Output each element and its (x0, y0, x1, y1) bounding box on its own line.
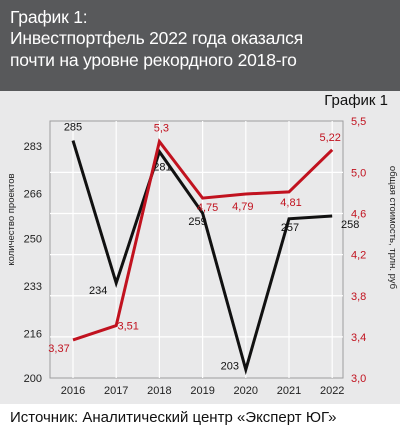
right-axis-tick-label: 3,4 (351, 332, 366, 344)
series-line-value (72, 138, 334, 342)
data-label: 3,37 (48, 343, 69, 355)
data-label: 203 (221, 361, 239, 373)
left-axis-tick-label: 266 (24, 189, 42, 201)
data-label: 4,79 (232, 201, 253, 213)
x-axis-tick-label: 2019 (190, 385, 214, 397)
header-bar: График 1: Инвестпортфель 2022 года оказа… (0, 0, 400, 91)
source-note: Источник: Аналитический центр «Эксперт Ю… (10, 409, 337, 426)
title-line-1: График 1: (10, 7, 88, 27)
right-axis-tick-label: 5,5 (351, 116, 366, 128)
chart: График 1 283 266 250 233 216 200 5,5 5,0 4,6 4,2 3,… (6, 92, 398, 397)
data-label: 3,51 (117, 321, 138, 333)
data-label: 5,22 (319, 132, 340, 144)
left-axis-tick-label: 250 (24, 233, 42, 245)
left-axis-tick-label: 216 (24, 328, 42, 340)
right-axis-title: общая стоимость, трлн. руб (387, 166, 398, 290)
right-axis-tick-label: 4,2 (351, 250, 366, 262)
right-axis-tick-label: 5,0 (351, 167, 366, 179)
title-line-2: Инвестпортфель 2022 года оказался (10, 28, 304, 48)
chart-panel: График 1 283 266 250 233 216 200 5,5 5,0 4,6 4,2 3,… (0, 91, 400, 404)
left-axis-tick-label: 283 (24, 141, 42, 153)
right-axis-tick-label: 3,8 (351, 291, 366, 303)
data-label: 4,75 (197, 202, 218, 214)
left-axis-tick-label: 200 (24, 373, 42, 385)
left-axis-tick-label: 233 (24, 281, 42, 293)
x-axis-tick-label: 2016 (61, 385, 85, 397)
data-label: 257 (281, 222, 299, 234)
data-label: 5,3 (154, 123, 169, 135)
x-axis-tick-label: 2022 (320, 385, 344, 397)
left-axis-title: количество проектов (6, 173, 17, 265)
title-line-3: почти на уровне рекордного 2018-го (10, 50, 297, 70)
right-axis-tick-label: 4,6 (351, 209, 366, 221)
data-label: 281 (153, 162, 171, 174)
data-label: 258 (341, 219, 359, 231)
x-axis-tick-label: 2018 (147, 385, 171, 397)
plot-frame (49, 120, 344, 379)
data-label: 259 (188, 216, 206, 228)
data-label: 285 (64, 122, 82, 134)
x-axis-tick-label: 2021 (277, 385, 301, 397)
series-line-projects (71, 140, 333, 376)
x-axis-tick-label: 2017 (104, 385, 128, 397)
chart-title: График 1 (324, 92, 388, 109)
data-label: 234 (89, 285, 107, 297)
data-label: 4,81 (280, 197, 301, 209)
x-axis-tick-label: 2020 (234, 385, 258, 397)
right-axis-tick-label: 3,0 (351, 373, 366, 385)
footer: Источник: Аналитический центр «Эксперт Ю… (0, 404, 400, 433)
